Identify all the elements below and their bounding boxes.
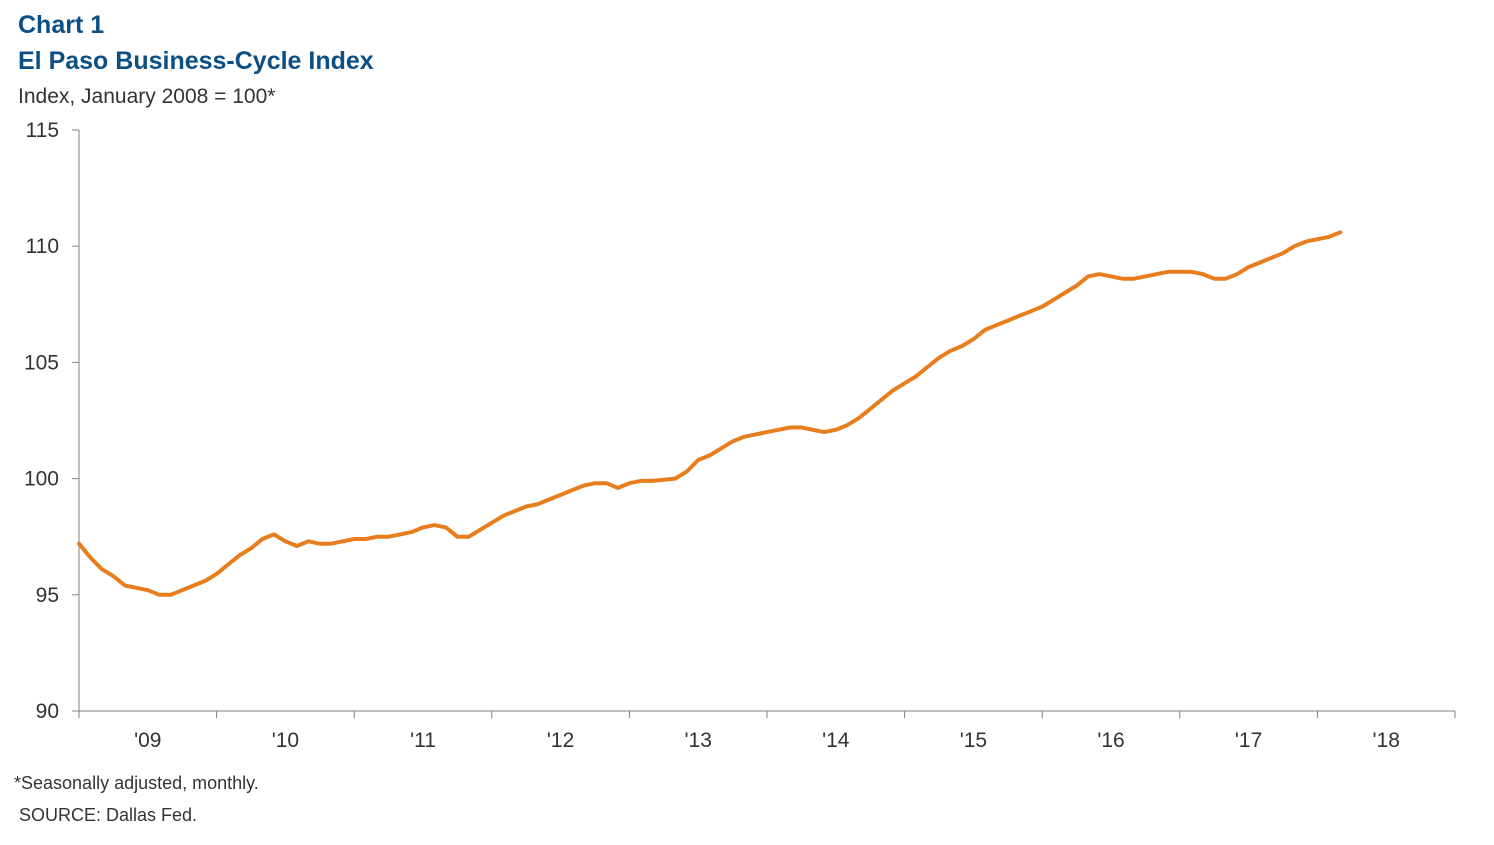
x-tick-label: '18 — [1373, 729, 1400, 752]
x-tick-label: '15 — [960, 729, 987, 752]
x-tick-label: '10 — [272, 729, 299, 752]
x-tick-label: '12 — [547, 729, 574, 752]
y-axis-ticks: 115 110 105 100 95 90 — [24, 119, 79, 723]
source-note: SOURCE: Dallas Fed. — [19, 805, 198, 825]
x-tick-label: '14 — [822, 729, 850, 752]
chart-subtitle: Index, January 2008 = 100* — [18, 85, 276, 108]
y-tick-label: 100 — [24, 468, 59, 491]
y-tick-label: 105 — [24, 351, 59, 374]
chart-title: El Paso Business-Cycle Index — [18, 47, 374, 75]
y-tick-label: 90 — [36, 700, 59, 723]
y-tick-label: 95 — [36, 584, 59, 607]
x-tick-label: '13 — [685, 729, 712, 752]
chart-number: Chart 1 — [18, 11, 105, 39]
x-axis-ticks: '09 '10 '11 '12 '13 '14 '15 '16 '17 '18 — [78, 711, 1456, 752]
x-tick-label: '09 — [134, 729, 161, 752]
footnote: *Seasonally adjusted, monthly. — [14, 773, 259, 793]
x-tick-label: '11 — [410, 729, 436, 752]
x-tick-label: '17 — [1235, 729, 1262, 752]
x-tick-label: '16 — [1097, 729, 1124, 752]
y-tick-label: 110 — [26, 235, 59, 258]
series-line-business-cycle-index — [77, 230, 1343, 597]
y-tick-label: 115 — [26, 119, 59, 142]
